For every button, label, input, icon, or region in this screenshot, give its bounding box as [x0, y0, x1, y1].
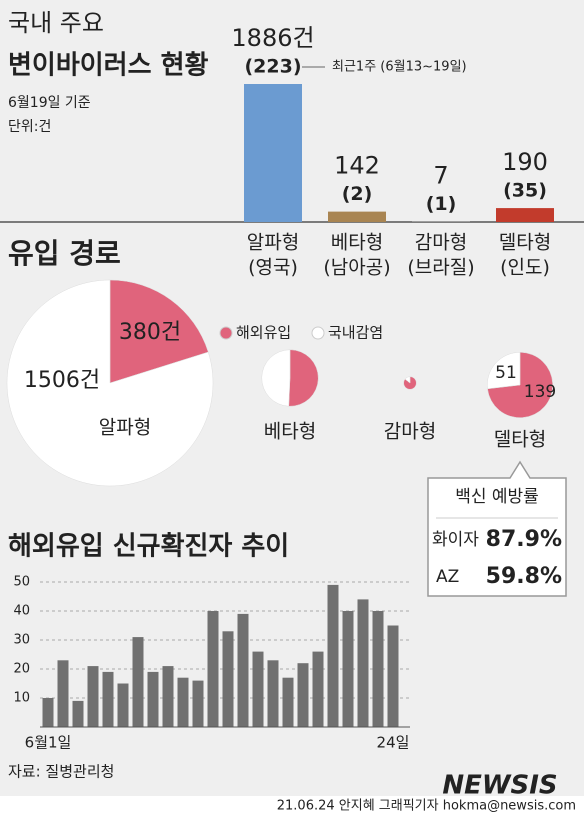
category-label: 알파형 [247, 232, 299, 254]
bar [162, 666, 174, 727]
bar [147, 671, 159, 727]
recent-label: (2) [342, 183, 373, 205]
pie-label: 델타형 [494, 429, 546, 451]
vaccine-rate: 87.9% [486, 527, 562, 552]
credit: 21.06.24 안지혜 그래픽기자 hokma@newsis.com [277, 799, 576, 814]
bar [207, 611, 219, 727]
bar [72, 700, 84, 727]
bar [87, 666, 99, 727]
x-tick-label: 6월1일 [25, 734, 72, 752]
x-tick-label: 24일 [377, 734, 410, 752]
bar [244, 84, 302, 222]
pie-label: 베타형 [264, 421, 316, 443]
category-label: 델타형 [499, 232, 551, 254]
bar [237, 613, 249, 727]
pie-slice [288, 349, 319, 407]
section-title: 해외유입 신규확진자 추이 [8, 532, 289, 562]
pie-slice [487, 352, 521, 390]
recent-label: (1) [426, 193, 457, 215]
vaccine-name: 화이자 [432, 530, 479, 550]
slice-label: 139 [524, 382, 556, 402]
pie-label: 감마형 [384, 421, 436, 443]
pie-slice [261, 349, 291, 407]
bar [282, 677, 294, 727]
bar [357, 599, 369, 727]
category-label: 감마형 [415, 232, 467, 254]
value-label: 142 [334, 152, 380, 180]
vaccine-box: 백신 예방률 화이자 87.9% AZ 59.8% [427, 460, 567, 597]
recent-label: (223) [244, 56, 301, 78]
slice-label: 1506건 [24, 368, 100, 393]
value-label: 190 [502, 148, 548, 176]
y-tick-label: 30 [13, 633, 30, 648]
bar [372, 611, 384, 727]
bar [267, 660, 279, 727]
bar [496, 208, 554, 222]
bar [102, 671, 114, 727]
bar [117, 683, 129, 727]
legend-swatch [219, 326, 233, 340]
bar [222, 631, 234, 727]
bar [342, 611, 354, 727]
source: 자료: 질병관리청 [8, 763, 114, 781]
note: 6월19일 기준 [8, 95, 91, 111]
vaccine-name: AZ [436, 567, 459, 587]
title-line: 국내 주요 [8, 9, 104, 37]
bar [252, 651, 264, 727]
bar [192, 680, 204, 727]
note: 단위:건 [8, 119, 51, 135]
pie-label: 알파형 [99, 417, 151, 439]
y-tick-label: 10 [13, 691, 30, 706]
vaccine-title: 백신 예방률 [455, 487, 539, 507]
y-tick-label: 40 [13, 604, 30, 619]
y-tick-label: 50 [13, 575, 30, 590]
annotation: 최근1주 (6월13~19일) [332, 60, 467, 75]
pie-slice [6, 279, 214, 487]
pie-slice [404, 376, 411, 384]
value-label: 7 [433, 161, 448, 189]
slice-label: 51 [495, 363, 517, 383]
category-label: 베타형 [331, 232, 383, 254]
bar [327, 584, 339, 727]
bar [387, 625, 399, 727]
watermark: NEWSIS [442, 771, 557, 801]
slice-label: 380건 [119, 320, 181, 345]
recent-label: (35) [503, 180, 547, 202]
bar [312, 651, 324, 727]
legend-label: 해외유입 [236, 324, 291, 342]
category-note: (영국) [248, 257, 298, 279]
pie-slice [109, 279, 209, 384]
bar [42, 698, 54, 727]
y-tick-label: 20 [13, 662, 30, 677]
category-note: (남아공) [323, 257, 390, 279]
category-note: (브라질) [407, 257, 474, 279]
bar [412, 221, 470, 222]
legend-swatch [311, 326, 325, 340]
value-label: 1886건 [231, 24, 314, 52]
section-title: 유입 경로 [8, 237, 121, 270]
bar [57, 660, 69, 727]
category-note: (인도) [500, 257, 550, 279]
title-line: 변이바이러스 현황 [8, 51, 208, 81]
bar [177, 677, 189, 727]
legend-label: 국내감염 [328, 324, 383, 342]
bar [297, 663, 309, 727]
bar [132, 637, 144, 727]
callout [427, 460, 567, 597]
bar [328, 211, 386, 222]
vaccine-rate: 59.8% [486, 564, 562, 589]
